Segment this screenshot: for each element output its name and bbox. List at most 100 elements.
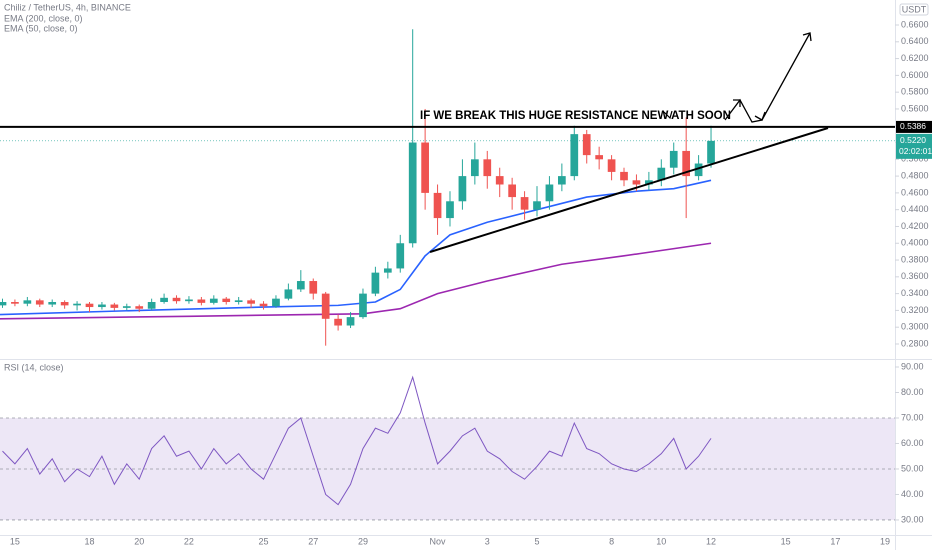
- candle-body: [408, 142, 417, 244]
- candle-body: [48, 302, 57, 305]
- candle-body: [396, 243, 405, 269]
- y-tick-label: 90.00: [901, 361, 924, 371]
- pointer-arrow: [663, 110, 673, 120]
- trendline: [429, 127, 829, 253]
- currency: USDT: [902, 4, 927, 14]
- candle-body: [570, 134, 579, 177]
- y-tick-label: 70.00: [901, 412, 924, 422]
- rsi-title: RSI (14, close): [4, 362, 64, 372]
- candle-body: [508, 184, 516, 198]
- x-tick-label: 18: [84, 536, 94, 546]
- annotation: IF WE BREAK THIS HUGE RESISTANCE NEW ATH…: [420, 110, 731, 122]
- legend-entry: EMA (50, close, 0): [4, 23, 78, 33]
- y-tick-label: 0.4400: [901, 204, 929, 214]
- candle-body: [707, 140, 715, 164]
- x-tick-label: 8: [609, 536, 614, 546]
- candle-body: [172, 297, 181, 302]
- candle-body: [383, 268, 392, 273]
- candle-body: [272, 298, 280, 307]
- y-tick-label: 0.4200: [901, 221, 929, 231]
- candle-body: [197, 299, 206, 303]
- candle-body: [234, 300, 243, 303]
- candle-body: [222, 298, 231, 303]
- y-tick-label: 0.3800: [901, 254, 929, 264]
- candle-body: [520, 197, 529, 210]
- x-tick-label: 17: [830, 536, 840, 546]
- candle-body: [147, 302, 156, 309]
- candle-body: [122, 306, 131, 308]
- y-tick-label: 0.3000: [901, 322, 929, 332]
- candle-body: [645, 180, 653, 185]
- y-tick-label: 0.4800: [901, 170, 929, 180]
- candle-body: [595, 155, 604, 160]
- candle-body: [185, 299, 193, 302]
- candle-body: [321, 293, 330, 319]
- candle-body: [632, 180, 641, 185]
- candle-body: [458, 176, 467, 202]
- candle-body: [98, 304, 106, 308]
- x-tick-label: Nov: [430, 536, 447, 546]
- x-tick-label: 29: [358, 536, 368, 546]
- candle-body: [470, 159, 479, 177]
- candle-body: [60, 302, 69, 306]
- last-price-label: 0.5220: [900, 135, 926, 145]
- candle-body: [359, 293, 367, 318]
- ema-line: [0, 242, 712, 320]
- candle-body: [259, 303, 268, 307]
- x-tick-label: 5: [534, 536, 539, 546]
- resistance-label: 0.5386: [900, 121, 926, 131]
- y-tick-label: 0.4000: [901, 238, 929, 248]
- candle-body: [309, 281, 318, 294]
- candle-body: [421, 142, 429, 193]
- currency-box: [899, 3, 929, 16]
- candle-body: [346, 317, 355, 326]
- x-tick-label: 20: [134, 536, 144, 546]
- candle-body: [296, 281, 305, 290]
- x-tick-label: 15: [10, 536, 20, 546]
- candle-body: [495, 176, 504, 185]
- x-tick-label: 12: [706, 536, 716, 546]
- candle-body: [160, 297, 168, 303]
- candle-body: [371, 272, 380, 294]
- candle-body: [23, 300, 32, 304]
- candle-body: [446, 201, 454, 219]
- legend-entry: EMA (200, close, 0): [4, 13, 83, 23]
- y-tick-label: 80.00: [901, 387, 924, 397]
- y-tick-label: 0.3200: [901, 305, 929, 315]
- y-tick-label: 30.00: [901, 514, 924, 524]
- y-tick-label: 60.00: [901, 438, 924, 448]
- candle-body: [85, 303, 94, 308]
- candle-body: [209, 298, 218, 303]
- candle-body: [35, 300, 44, 305]
- candle-body: [0, 302, 7, 306]
- candle-body: [533, 201, 541, 210]
- chart-title: Chiliz / TetherUS, 4h, BINANCE: [4, 2, 131, 12]
- y-tick-label: 0.4600: [901, 187, 929, 197]
- candle-body: [483, 159, 492, 177]
- x-tick-label: 19: [880, 536, 890, 546]
- candle-body: [620, 171, 628, 181]
- candle-body: [135, 306, 144, 309]
- candle-body: [73, 303, 81, 306]
- y-tick-label: 0.5800: [901, 87, 929, 97]
- x-tick-label: 25: [259, 536, 269, 546]
- x-tick-label: 10: [656, 536, 666, 546]
- y-tick-label: 50.00: [901, 463, 924, 473]
- candle-body: [682, 150, 691, 177]
- x-tick-label: 27: [308, 536, 318, 546]
- y-tick-label: 40.00: [901, 489, 924, 499]
- resistance-label-box: [896, 120, 932, 133]
- candle-body: [694, 163, 703, 177]
- arrow-heads: [733, 32, 812, 121]
- candle-body: [669, 150, 678, 168]
- last-price-box: [896, 133, 932, 159]
- rsi-line: [2, 375, 712, 506]
- candle-body: [558, 176, 566, 185]
- candle-body: [657, 167, 666, 181]
- candle-body: [284, 289, 293, 299]
- candle-body: [433, 192, 442, 219]
- y-tick-label: 0.3600: [901, 271, 929, 281]
- candle-body: [334, 318, 342, 326]
- x-tick-label: 15: [781, 536, 791, 546]
